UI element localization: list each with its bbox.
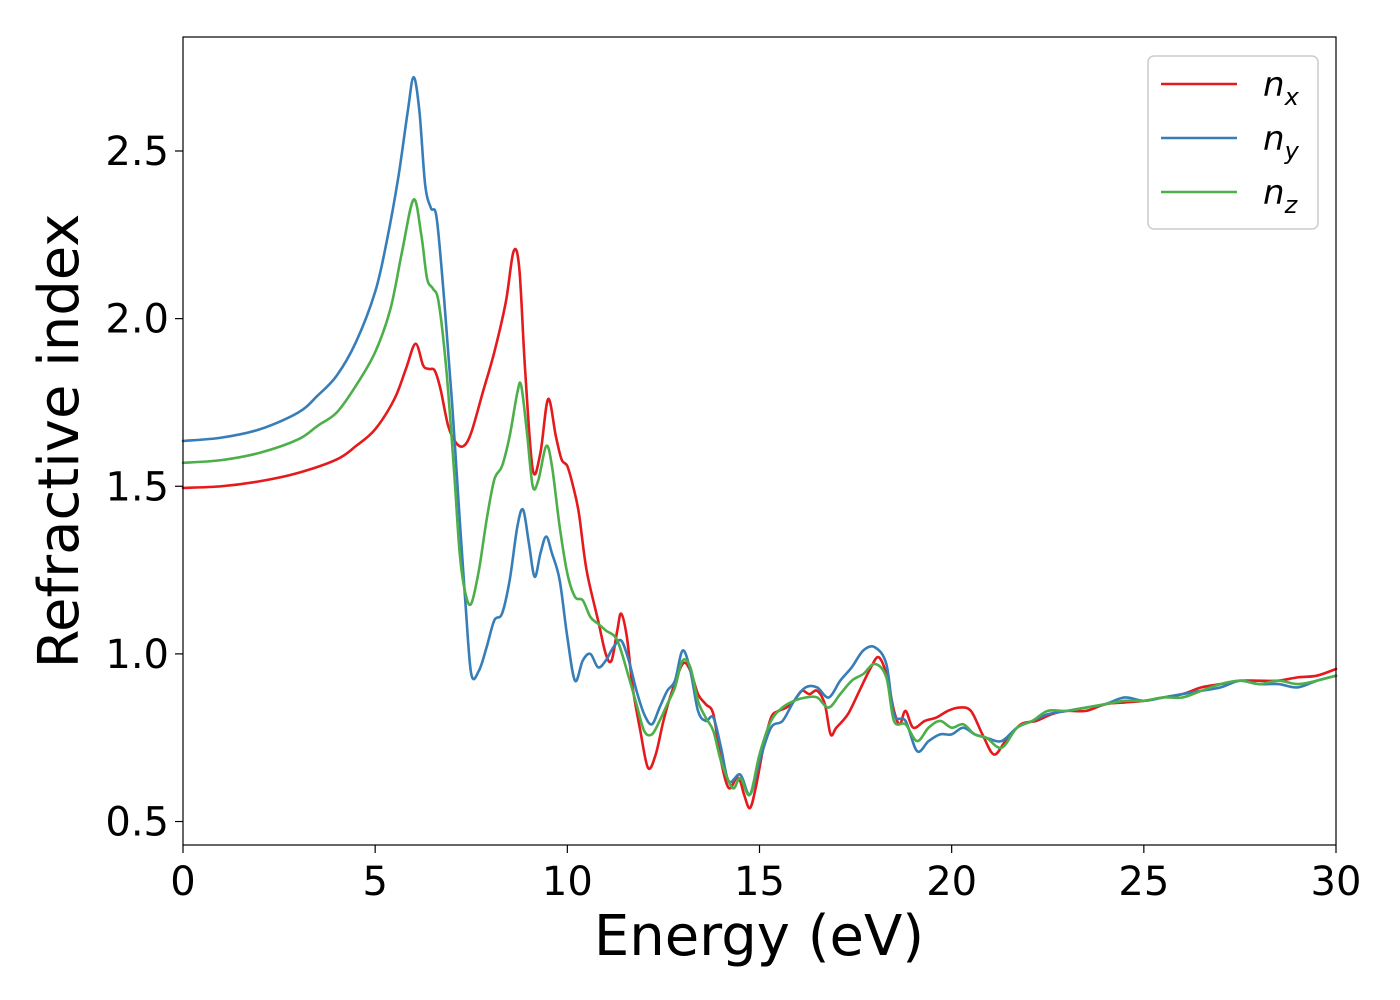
- y-tick-label: 2.0: [105, 297, 169, 343]
- y-axis-ticks: 0.5 1.0 1.5 2.0 2.5: [105, 129, 183, 846]
- x-tick-label: 30: [1311, 859, 1362, 905]
- x-tick-label: 15: [734, 859, 785, 905]
- y-tick-label: 1.0: [105, 632, 169, 678]
- x-tick-label: 0: [170, 859, 195, 905]
- y-axis-label: Refractive index: [27, 214, 92, 669]
- x-axis-ticks: 0 5 10 15 20 25 30: [170, 845, 1361, 905]
- x-tick-label: 20: [926, 859, 977, 905]
- series-line-n_x: [181, 247, 1338, 810]
- x-axis-label: Energy (eV): [594, 904, 924, 969]
- x-tick-label: 5: [362, 859, 387, 905]
- y-tick-label: 1.5: [105, 464, 169, 510]
- y-tick-label: 0.5: [105, 800, 169, 846]
- legend-box: [1147, 55, 1319, 230]
- legend: nx ny nz: [1147, 55, 1319, 230]
- legend-label-n_x: nx: [1263, 65, 1300, 111]
- series-line-n_z: [181, 198, 1338, 797]
- x-tick-label: 25: [1118, 859, 1169, 905]
- legend-label-n_z: nz: [1263, 173, 1299, 219]
- y-tick-label: 2.5: [105, 129, 169, 175]
- plot-series: [181, 75, 1338, 810]
- x-tick-label: 10: [542, 859, 593, 905]
- legend-label-n_y: ny: [1263, 119, 1300, 165]
